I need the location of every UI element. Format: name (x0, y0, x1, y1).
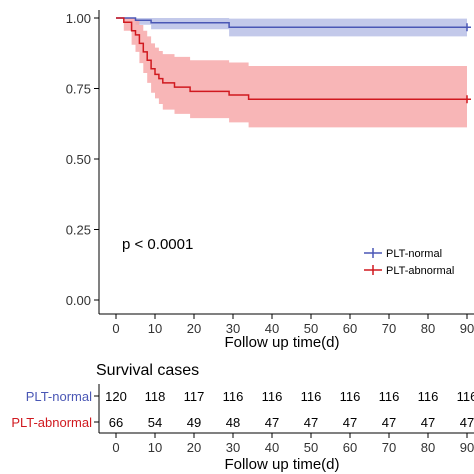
censor-mark-plt-normal (463, 23, 471, 32)
y-tick-label: 0.50 (66, 152, 91, 167)
risk-count-plt-abnormal: 47 (343, 415, 357, 430)
risk-row-label-plt-normal: PLT-normal (26, 389, 92, 404)
risk-count-plt-normal: 116 (262, 389, 283, 404)
x-tick-label: 0 (112, 321, 119, 336)
risk-x-tick-label: 20 (187, 440, 201, 455)
y-tick-label: 0.75 (66, 82, 91, 97)
risk-count-plt-normal: 116 (340, 389, 361, 404)
x-tick-label: 40 (265, 321, 279, 336)
legend-label-plt-normal: PLT-normal (386, 248, 442, 260)
censor-mark-plt-abnormal (463, 95, 471, 104)
x-tick-label: 80 (421, 321, 435, 336)
risk-row-label-plt-abnormal: PLT-abnormal (11, 415, 92, 430)
risk-count-plt-abnormal: 48 (226, 415, 240, 430)
risk-count-plt-abnormal: 47 (460, 415, 474, 430)
risk-x-tick-label: 0 (112, 440, 119, 455)
risk-count-plt-normal: 117 (184, 389, 205, 404)
x-tick-label: 90 (460, 321, 474, 336)
risk-count-plt-normal: 116 (379, 389, 400, 404)
risk-count-plt-abnormal: 47 (304, 415, 318, 430)
ci-band-plt-abnormal (116, 18, 467, 128)
x-tick-label: 10 (148, 321, 162, 336)
km-x-axis-label: Follow up time(d) (224, 334, 339, 351)
risk-count-plt-normal: 116 (223, 389, 244, 404)
risk-x-tick-label: 40 (265, 440, 279, 455)
y-tick-label: 1.00 (66, 11, 91, 26)
risk-count-plt-normal: 116 (301, 389, 322, 404)
km-plot: 0.00 0.25 0.50 0.75 1.00 0 10 20 30 40 50 60 70 80 90… (66, 10, 474, 351)
risk-count-plt-normal: 118 (145, 389, 166, 404)
risk-count-plt-abnormal: 66 (109, 415, 123, 430)
x-tick-label: 70 (382, 321, 396, 336)
risk-count-plt-abnormal: 47 (421, 415, 435, 430)
x-tick-label: 30 (226, 321, 240, 336)
risk-count-plt-normal: 116 (457, 389, 474, 404)
risk-table-title: Survival cases (96, 362, 199, 379)
x-tick-label: 50 (304, 321, 318, 336)
risk-count-plt-abnormal: 54 (148, 415, 162, 430)
survival-curve-plt-normal (116, 17, 467, 29)
risk-x-tick-label: 60 (343, 440, 357, 455)
risk-table: Survival cases PLT-normal 120 118 117 116 116… (11, 362, 474, 473)
risk-table-x-axis-label: Follow up time(d) (224, 456, 339, 473)
risk-x-tick-label: 70 (382, 440, 396, 455)
risk-count-plt-abnormal: 49 (187, 415, 201, 430)
risk-count-plt-normal: 116 (418, 389, 439, 404)
risk-count-plt-abnormal: 47 (382, 415, 396, 430)
risk-count-plt-abnormal: 47 (265, 415, 279, 430)
p-value-annotation: p < 0.0001 (122, 236, 193, 253)
risk-count-plt-normal: 120 (105, 389, 127, 404)
risk-x-tick-label: 10 (148, 440, 162, 455)
risk-x-tick-label: 90 (460, 440, 474, 455)
legend: PLT-normal PLT-abnormal (364, 248, 454, 277)
risk-x-tick-label: 30 (226, 440, 240, 455)
y-tick-label: 0.25 (66, 223, 91, 238)
x-tick-label: 20 (187, 321, 201, 336)
x-tick-label: 60 (343, 321, 357, 336)
legend-label-plt-abnormal: PLT-abnormal (386, 265, 454, 277)
y-tick-label: 0.00 (66, 293, 91, 308)
survival-curve-plt-abnormal (116, 17, 467, 100)
risk-x-tick-label: 80 (421, 440, 435, 455)
risk-x-tick-label: 50 (304, 440, 318, 455)
